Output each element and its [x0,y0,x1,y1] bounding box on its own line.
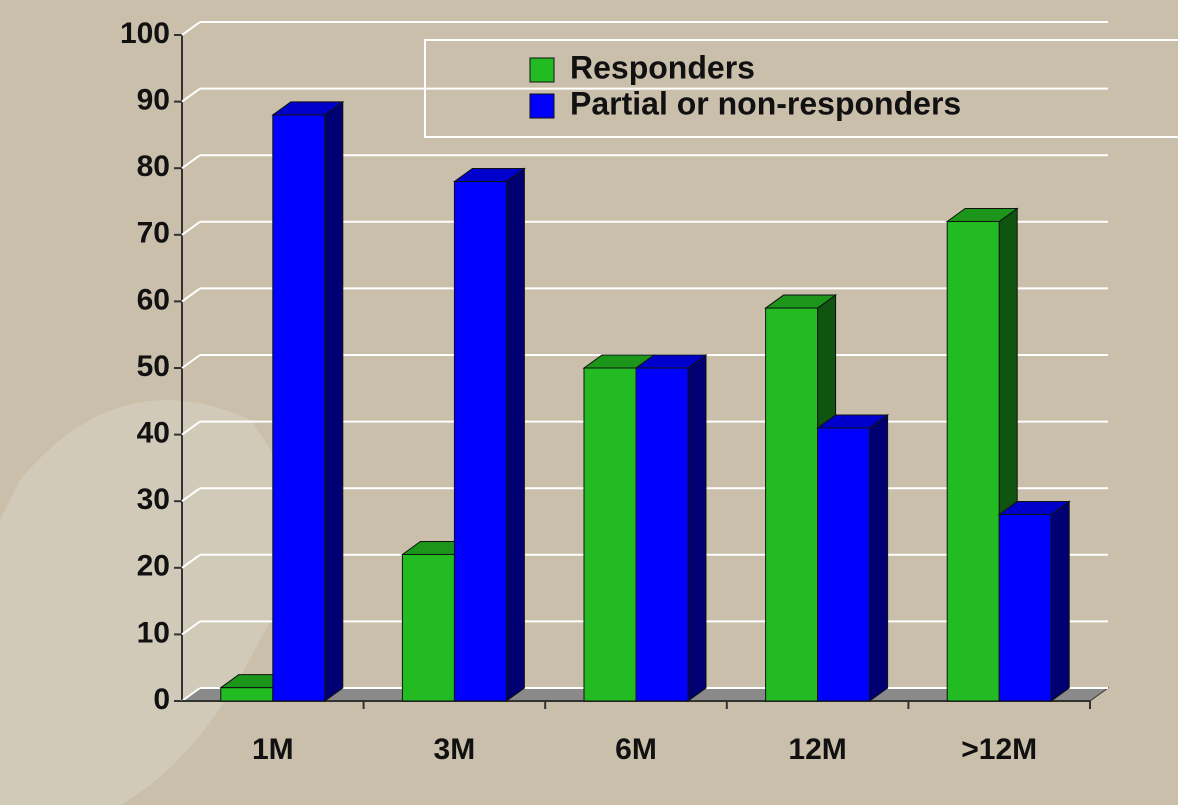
legend-swatch [529,93,555,119]
y-tick-label: 50 [137,350,170,383]
bar [583,367,637,702]
tick-diagonal [181,553,201,569]
tick-diagonal [181,220,201,236]
x-tick-label: 12M [788,733,846,766]
y-tick-label: 20 [137,550,170,583]
bar [946,220,1000,702]
x-tick-label: 6M [615,733,657,766]
leaf-decoration [0,400,293,805]
bar-side [687,354,707,702]
tick-diagonal [181,354,201,369]
tick-diagonal [181,87,201,103]
tick-diagonal [181,420,201,436]
y-tick-label: 0 [153,683,170,716]
bar [998,514,1052,702]
legend-label: Partial or non-responders [570,85,961,121]
tick-diagonal [181,287,201,303]
bar-side [505,167,525,702]
tick-diagonal [181,620,201,636]
y-tick-label: 30 [137,483,170,516]
bar [817,427,871,702]
y-tick-label: 90 [137,84,170,117]
y-tick-label: 10 [137,616,170,649]
tick-diagonal [181,687,201,702]
bar [453,181,507,702]
x-tick-label: 3M [434,733,476,766]
bar [401,553,455,702]
y-tick-label: 60 [137,283,170,316]
legend-box [424,39,1178,138]
tick-diagonal [181,154,201,170]
bar [220,687,274,702]
bar [765,307,819,702]
legend-label: Responders [570,49,755,85]
tick-diagonal [181,21,201,36]
y-tick-label: 100 [120,17,170,50]
y-tick-label: 40 [137,417,170,450]
y-tick-label: 80 [137,150,170,183]
bar-side [869,413,889,702]
x-tick-label: >12M [961,733,1037,766]
bar [272,114,326,702]
bar [635,367,689,702]
tick-diagonal [181,487,201,503]
x-tick-label: 1M [252,733,294,766]
bar-side [324,100,344,702]
bar-side [1050,500,1070,702]
legend-swatch [529,57,555,83]
y-tick-label: 70 [137,217,170,250]
